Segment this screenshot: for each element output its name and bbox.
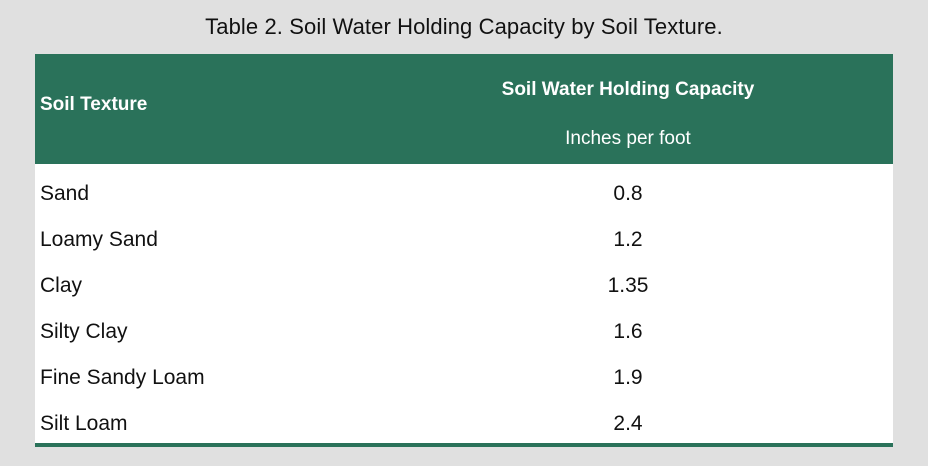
table-row: Silty Clay 1.6 bbox=[35, 310, 893, 356]
capacity-cell: 1.35 bbox=[607, 274, 649, 297]
table-caption: Table 2. Soil Water Holding Capacity by … bbox=[205, 14, 723, 39]
header-water-holding-capacity: Soil Water Holding Capacity bbox=[501, 79, 755, 100]
header-units: Inches per foot bbox=[565, 128, 691, 149]
capacity-cell: 1.6 bbox=[613, 320, 643, 343]
header-soil-texture: Soil Texture bbox=[40, 94, 148, 115]
table-row: Silt Loam 2.4 bbox=[35, 402, 893, 448]
soil-texture-cell: Fine Sandy Loam bbox=[40, 366, 205, 389]
table-header: Soil Texture Soil Water Holding Capacity… bbox=[35, 54, 893, 164]
soil-texture-cell: Silt Loam bbox=[40, 412, 128, 435]
table-row: Sand 0.8 bbox=[35, 172, 893, 218]
table-row: Loamy Sand 1.2 bbox=[35, 218, 893, 264]
soil-texture-cell: Sand bbox=[40, 182, 90, 205]
soil-texture-cell: Clay bbox=[40, 274, 83, 297]
bottom-rule bbox=[35, 443, 893, 447]
soil-capacity-table: Soil Texture Soil Water Holding Capacity… bbox=[35, 54, 893, 447]
capacity-cell: 2.4 bbox=[613, 412, 643, 435]
capacity-cell: 1.9 bbox=[613, 366, 643, 389]
soil-texture-cell: Loamy Sand bbox=[40, 228, 158, 251]
soil-texture-cell: Silty Clay bbox=[40, 320, 128, 343]
table-row: Clay 1.35 bbox=[35, 264, 893, 310]
table-row: Fine Sandy Loam 1.9 bbox=[35, 356, 893, 402]
capacity-cell: 1.2 bbox=[613, 228, 643, 251]
table-body: Sand 0.8 Loamy Sand 1.2 Clay 1.35 Silty … bbox=[35, 172, 893, 448]
capacity-cell: 0.8 bbox=[613, 182, 643, 205]
